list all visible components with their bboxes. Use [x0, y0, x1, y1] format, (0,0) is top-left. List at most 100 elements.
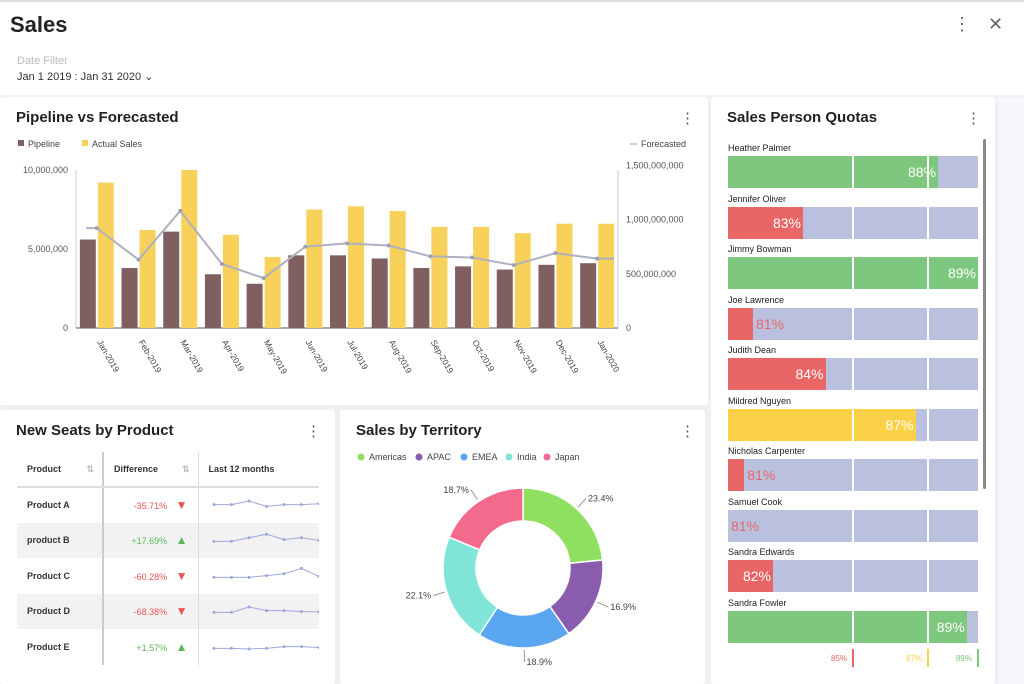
arrow-up-icon: ▲ [175, 533, 188, 548]
threshold-marker [977, 649, 979, 667]
sparkline-point [264, 532, 268, 536]
slice-india[interactable] [442, 536, 499, 637]
left-tick-label: 5,000,000 [28, 244, 68, 254]
quota-fill [728, 459, 745, 491]
forecasted-point [219, 261, 224, 266]
sort-icon[interactable]: ⇅ [181, 463, 190, 474]
header-label: Difference [114, 463, 159, 474]
quota-bar[interactable]: 89% [728, 610, 978, 643]
forecasted-point [553, 251, 558, 256]
table-row[interactable]: Product D -68.38% ▼ [17, 593, 320, 629]
sort-icon[interactable]: ⇅ [86, 463, 94, 474]
sparkline-point [317, 610, 320, 614]
threshold-divider [852, 358, 854, 390]
page-scrollbar[interactable] [998, 97, 1024, 684]
arrow-up-icon: ▲ [175, 639, 188, 654]
column-header-product[interactable]: Product ⇅ [17, 452, 104, 488]
sparkline-point [229, 503, 233, 507]
pipeline-bar [121, 267, 138, 328]
difference-cell: +17.69% ▲ [103, 522, 199, 558]
close-icon[interactable]: ✕ [988, 14, 1004, 34]
quota-person-name: Samuel Cook [728, 496, 783, 507]
table-row[interactable]: Product E +1.57% ▲ [17, 629, 320, 665]
pipeline-bar [538, 264, 555, 328]
quota-bar[interactable]: 81% [728, 509, 978, 542]
threshold-marker [852, 649, 854, 667]
quota-bar[interactable]: 89% [728, 257, 978, 289]
difference-value: +1.57% [136, 642, 168, 653]
product-cell: Product A [17, 487, 104, 523]
sparkline-point [299, 610, 303, 614]
legend-emea: EMEA [472, 452, 498, 462]
sparkline-point [229, 575, 233, 579]
quota-bar[interactable]: 81% [728, 307, 978, 340]
quota-person-name: Jimmy Bowman [728, 244, 792, 254]
quota-person-name: Sandra Fowler [728, 597, 787, 608]
quota-value-label: 89% [936, 618, 965, 635]
x-tick-label: Jul-2019 [345, 338, 370, 371]
table-row[interactable]: Product A -35.71% ▼ [17, 487, 320, 523]
quota-bar[interactable]: 88% [728, 156, 978, 188]
threshold-divider [852, 560, 854, 592]
date-filter-dropdown[interactable]: Jan 1 2019 : Jan 31 2020 ⌄ [17, 71, 154, 83]
pipeline-bar [204, 274, 221, 328]
kebab-icon[interactable]: ⋮ [966, 110, 981, 127]
label-leader [470, 489, 478, 501]
forecasted-point [595, 256, 600, 261]
quota-fill [728, 358, 826, 390]
quota-bar[interactable]: 81% [728, 459, 978, 491]
kebab-icon[interactable]: ⋮ [306, 423, 321, 440]
slice-japan[interactable] [448, 487, 524, 551]
legend-forecasted: Forecasted [641, 139, 686, 149]
scrollbar[interactable] [983, 139, 986, 489]
panel-title: Sales Person Quotas [727, 109, 878, 126]
quota-bar[interactable]: 84% [728, 358, 978, 390]
x-tick-label: Oct-2019 [470, 338, 496, 374]
quota-fill [728, 560, 773, 592]
sparkline-point [247, 536, 250, 540]
pipeline-bar [371, 258, 388, 328]
difference-cell: -60.28% ▼ [103, 558, 199, 594]
threshold-divider [927, 307, 929, 340]
sparkline [212, 644, 320, 651]
sparkline-point [264, 505, 268, 509]
quota-person-name: Sandra Edwards [728, 547, 795, 557]
left-tick-label: 10,000,000 [23, 165, 68, 175]
quotas-panel: Sales Person Quotas ⋮ Heather Palmer 88%… [711, 97, 995, 684]
pipeline-bar [288, 255, 305, 328]
sparkline-point [229, 646, 233, 650]
quota-value-label: 84% [795, 366, 824, 382]
difference-cell: -35.71% ▼ [103, 487, 199, 523]
sparkline-point [317, 502, 320, 506]
pipeline-bar [246, 283, 263, 328]
difference-value: +17.69% [131, 536, 168, 547]
kebab-icon[interactable]: ⋮ [680, 110, 695, 127]
kebab-icon[interactable]: ⋮ [953, 14, 971, 34]
table-row[interactable]: product B +17.69% ▲ [17, 522, 320, 558]
quota-bar[interactable]: 82% [728, 560, 978, 592]
column-header-difference[interactable]: Difference ⇅ [103, 452, 199, 488]
sparkline [212, 499, 320, 509]
pipeline-bar [496, 269, 513, 328]
actual-sales-bar [348, 206, 364, 328]
sparkline-cell [198, 522, 320, 558]
quota-value-label: 89% [947, 265, 976, 281]
table-row[interactable]: Product C -60.28% ▼ [17, 558, 320, 594]
sparkline-point [247, 499, 250, 503]
slice-value-label: 23.4% [588, 493, 614, 503]
quota-bar[interactable]: 83% [728, 206, 978, 239]
quota-bar[interactable]: 87% [728, 408, 978, 441]
sparkline-point [229, 540, 233, 544]
legend-pipeline: Pipeline [28, 139, 60, 149]
quota-fill [728, 206, 803, 239]
legend-dot [415, 453, 423, 461]
sparkline-point [299, 566, 303, 570]
right-tick-label: 1,000,000,000 [626, 215, 684, 225]
sparkline-point [247, 605, 250, 609]
label-leader [597, 601, 609, 608]
forecasted-point [386, 243, 391, 248]
actual-sales-bar [598, 223, 615, 328]
kebab-icon[interactable]: ⋮ [680, 423, 695, 440]
product-cell: product B [17, 522, 104, 558]
panel-title: Sales by Territory [356, 422, 482, 439]
